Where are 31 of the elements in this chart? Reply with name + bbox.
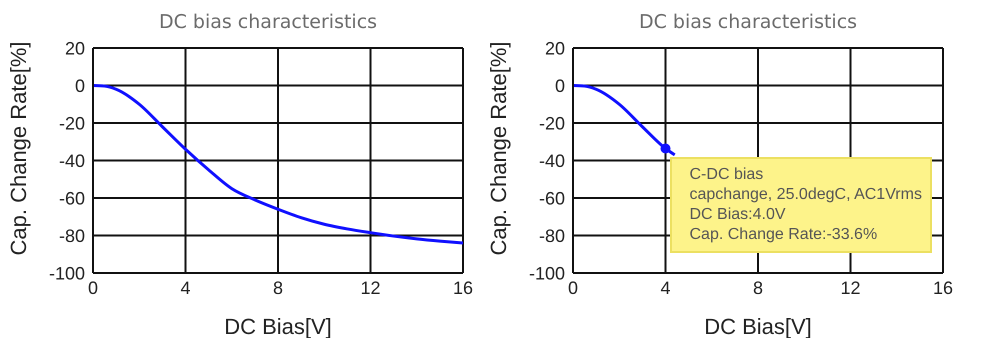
x-tick-label: 4 [660,278,671,298]
line-series [93,84,463,244]
y-tick-label: -100 [48,263,85,284]
chart-title: DC bias characteristics [158,10,378,35]
x-tick-label: 16 [452,278,474,298]
x-tick-label: 8 [752,278,764,298]
x-tick-label: 0 [88,278,98,298]
line-series [573,84,676,156]
chart-title: DC bias characteristics [638,10,858,35]
y-tick-label: -100 [528,263,565,284]
x-tick-label: 4 [180,278,191,298]
y-tick-label: -20 [58,113,85,134]
x-tick-label: 8 [272,278,284,298]
x-tick-label: 12 [840,278,861,298]
y-tick-label: -40 [58,150,85,171]
x-tick-label: 12 [360,278,381,298]
annotation: C-DC bias capchange, 25.0degC, AC1Vrms DC Bias:4.0V Cap. Change Rate:-33.6% [670,156,932,252]
y-tick-label: 20 [544,38,565,58]
y-tick-label: -60 [538,188,565,208]
y-axis-title: Cap. Change Rate[%] [486,41,511,256]
y-tick-label: 20 [64,38,85,58]
y-tick-label: -80 [58,226,85,246]
y-tick-label: 0 [74,76,85,96]
y-tick-label: -40 [538,150,565,171]
y-tick-label: -60 [58,188,85,208]
y-tick-label: 0 [554,76,565,96]
y-tick-label: -20 [538,113,565,134]
y-axis-title: Cap. Change Rate[%] [6,41,31,256]
x-tick-label: 0 [568,278,578,298]
y-tick-label: -80 [538,226,565,246]
x-tick-label: 16 [932,278,954,298]
